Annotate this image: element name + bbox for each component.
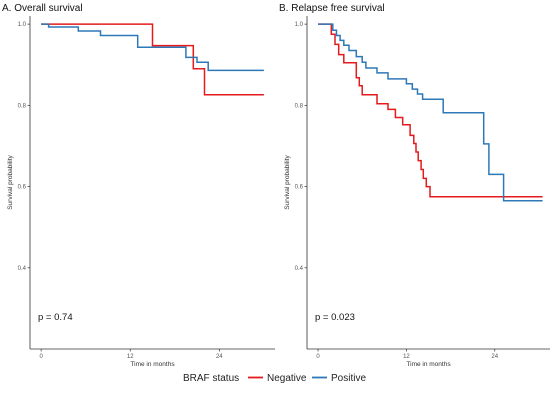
y-tick-label: 0.8 — [295, 103, 304, 109]
panel-relapse-free-survival: B. Relapse free survival 0.4 0.6 0.8 1.0 0 12 2… — [279, 3, 550, 368]
x-tick-label: 12 — [403, 354, 410, 360]
y-axis-label: Survival probability — [284, 154, 291, 209]
p-value-annotation: p = 0.023 — [315, 312, 355, 323]
y-axis-label: Survival probability — [7, 154, 14, 209]
y-tick-label: 1.0 — [295, 22, 304, 28]
series-line-positive — [41, 23, 264, 72]
legend-label-negative: Negative — [267, 373, 307, 384]
series-line-positive — [318, 23, 543, 202]
series-line-negative — [41, 23, 264, 96]
legend-title: BRAF status — [183, 373, 239, 384]
chart-title: A. Overall survival — [2, 3, 83, 14]
y-tick-label: 1.0 — [18, 22, 27, 28]
x-tick-label: 12 — [127, 354, 134, 360]
x-tick-label: 0 — [39, 354, 43, 360]
y-tick-label: 0.4 — [295, 266, 304, 272]
series-line-negative — [318, 23, 543, 198]
legend: BRAF status Negative Positive — [183, 373, 366, 384]
x-tick-label: 24 — [216, 354, 223, 360]
y-tick-label: 0.6 — [295, 185, 304, 191]
chart-title: B. Relapse free survival — [279, 3, 385, 14]
x-tick-label: 24 — [491, 354, 498, 360]
x-axis-label: Time in months — [130, 361, 175, 368]
x-tick-label: 0 — [316, 354, 320, 360]
y-tick-label: 0.4 — [18, 266, 27, 272]
p-value-annotation: p = 0.74 — [38, 312, 73, 323]
panel-overall-survival: A. Overall survival 0.4 0.6 0.8 1.0 0 12 24 Time… — [2, 3, 275, 368]
legend-label-positive: Positive — [331, 373, 366, 384]
y-tick-label: 0.6 — [18, 185, 27, 191]
x-axis-label: Time in months — [406, 361, 451, 368]
y-tick-label: 0.8 — [18, 103, 27, 109]
